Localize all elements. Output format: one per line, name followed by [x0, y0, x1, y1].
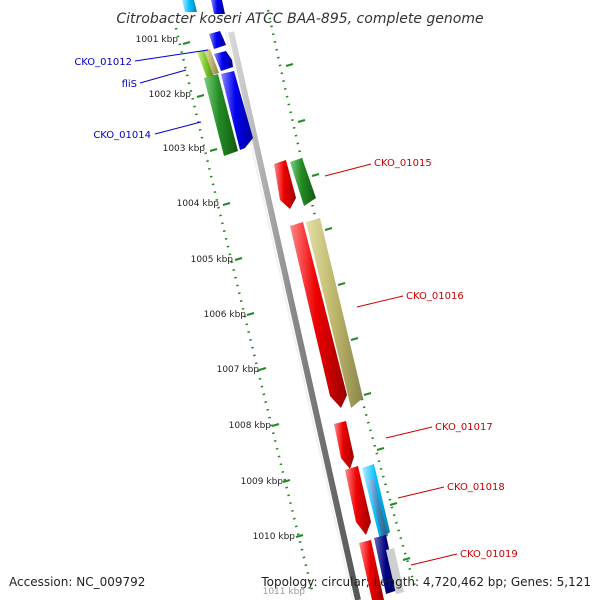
- scale-tick: [271, 423, 280, 427]
- leader-line: [397, 486, 445, 499]
- gene-arrow: [374, 535, 398, 594]
- scale-tick: [258, 367, 267, 371]
- scale-ticks: [182, 41, 411, 561]
- gene-arrow: [197, 50, 214, 78]
- gene-arrow: [386, 548, 404, 594]
- gene-arrow: [209, 31, 226, 49]
- gene-arrow: [345, 466, 371, 535]
- gene-arrow: [204, 49, 219, 75]
- gene-label[interactable]: fliS: [122, 79, 137, 90]
- gene-arrow: [359, 540, 384, 600]
- gene-label[interactable]: CKO_01014: [93, 130, 151, 141]
- gene-arrow: [204, 74, 238, 156]
- gene-label[interactable]: CKO_01019: [460, 549, 518, 560]
- scale-tick: [389, 502, 398, 506]
- scale-label: 1009 kbp: [241, 477, 284, 487]
- gene-label[interactable]: CKO_01016: [406, 291, 464, 302]
- scale-label: 1001 kbp: [136, 35, 179, 45]
- scale-tick: [246, 312, 255, 316]
- scale-label: 1010 kbp: [253, 532, 296, 542]
- gene-arrow: [211, 0, 225, 14]
- scale-label: 1004 kbp: [177, 199, 220, 209]
- scale-tick: [350, 337, 359, 341]
- scale-label: 1003 kbp: [163, 144, 206, 154]
- gene-label[interactable]: CKO_01012: [74, 57, 132, 68]
- scale-tick: [402, 557, 411, 561]
- gene-arrow: [368, 478, 388, 538]
- scale-tick: [285, 63, 294, 67]
- gene-labels: CKO_01012 fliS CKO_01014 CKO_01015 CKO_0…: [74, 57, 517, 560]
- scale-label: 1005 kbp: [191, 255, 234, 265]
- scale-tick: [376, 447, 385, 451]
- scale-tick: [295, 534, 304, 538]
- scale-tick: [196, 94, 205, 98]
- scale-label: 1008 kbp: [229, 421, 272, 431]
- scale-tick: [311, 173, 320, 177]
- leader-line: [410, 553, 458, 566]
- scale-tick: [234, 257, 243, 261]
- accession-text: Accession: NC_009792: [9, 575, 146, 589]
- scale-tick: [222, 202, 231, 206]
- scale-tick: [324, 227, 333, 231]
- leader-line: [356, 295, 404, 308]
- leader-line: [154, 121, 202, 135]
- label-leaders: [134, 49, 458, 566]
- leader-line: [134, 49, 209, 62]
- genes-inner-strand: [182, 0, 384, 600]
- scale-tick: [337, 282, 346, 286]
- gene-arrow: [334, 421, 354, 469]
- scale-tick: [182, 41, 191, 45]
- scale-tick: [209, 148, 218, 152]
- scale-tick: [297, 119, 306, 123]
- gene-arrow: [182, 0, 197, 12]
- leader-line: [324, 163, 372, 177]
- gene-arrow: [214, 51, 233, 71]
- scale-label: 1006 kbp: [204, 310, 247, 320]
- scale-labels: 1001 kbp 1002 kbp 1003 kbp 1004 kbp 1005…: [136, 35, 306, 597]
- scale-label: 1007 kbp: [217, 365, 260, 375]
- leader-line: [385, 426, 433, 439]
- scale-tick: [363, 392, 372, 396]
- genome-backbone: [228, 31, 361, 600]
- gene-arrow: [306, 218, 363, 408]
- scale-label: 1011 kbp: [263, 587, 306, 597]
- scale-tick: [282, 479, 291, 483]
- gene-label[interactable]: CKO_01015: [374, 158, 432, 169]
- map-title: Citrobacter koseri ATCC BAA-895, complet…: [116, 11, 483, 27]
- gene-arrow: [290, 222, 347, 408]
- gene-arrow: [274, 160, 296, 209]
- gene-arrow: [221, 71, 253, 150]
- genes-outer-strand: [209, 31, 404, 594]
- topology-text: Topology: circular; Length: 4,720,462 bp…: [261, 575, 591, 589]
- gene-label[interactable]: CKO_01017: [435, 422, 493, 433]
- leader-line: [139, 69, 187, 84]
- gene-label[interactable]: CKO_01018: [447, 482, 505, 493]
- gene-arrow: [290, 158, 316, 206]
- scale-label: 1002 kbp: [149, 90, 192, 100]
